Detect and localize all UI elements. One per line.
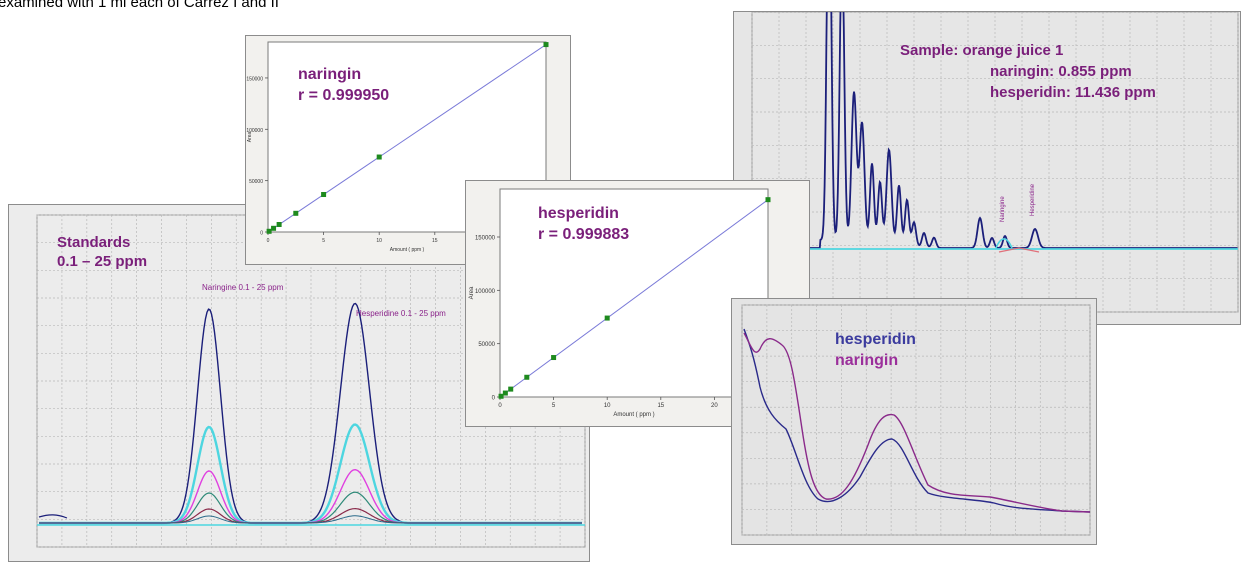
sample-chromatogram-panel: Naringine Hesperidine Sample: orange juic…: [733, 11, 1241, 325]
naringin-title-line1: naringin: [298, 66, 362, 83]
uv-spectra-chart: [741, 304, 1091, 536]
hesperidin-xtick-label: 0: [498, 403, 502, 409]
hesperidin-ytick-label: 150000: [475, 236, 496, 242]
standards-title-line1: Standards: [57, 234, 131, 251]
hesperidin-fit-line: [499, 199, 769, 398]
naringin-ytick-label: 50000: [249, 179, 263, 185]
standards-title: Standards 0.1 – 25 ppm: [57, 233, 147, 271]
hesperidin-title-line2: r = 0.999883: [538, 226, 630, 243]
hesperidin-xtick-label: 5: [552, 403, 556, 409]
sample-chromatogram: Naringine Hesperidine: [751, 12, 1239, 313]
sample-title-line1: Sample: orange juice 1: [900, 42, 1064, 59]
hesperidin-point: [604, 315, 610, 321]
naringin-ytick-label: 100000: [246, 128, 263, 134]
intro-text: examined with 1 ml each of Carrez I and …: [0, 0, 279, 11]
legend-hesperidin: hesperidin: [835, 331, 916, 348]
naringin-xtick-label: 5: [322, 238, 325, 244]
spectra-plot-area: [741, 304, 1091, 536]
naringin-ylabel: Area: [247, 132, 253, 143]
naringin-xtick-label: 15: [432, 238, 438, 244]
hesperidine-peak-label: Hesperidine 0.1 - 25 ppm: [356, 309, 446, 318]
naringin-point: [271, 225, 277, 231]
hesperidin-ytick-label: 100000: [475, 289, 496, 295]
hesperidin-xtick-label: 20: [711, 403, 718, 409]
hesperidin-point: [551, 355, 557, 361]
hesperidin-ytick-label: 0: [492, 396, 496, 402]
uv-spectra-panel: hesperidin naringin: [731, 298, 1097, 545]
naringin-fit-line: [267, 44, 547, 233]
hesperidin-xlabel: Amount ( ppm ): [613, 412, 654, 418]
naringin-ytick-label: 150000: [246, 76, 263, 82]
hesperidin-xtick-label: 15: [657, 403, 664, 409]
hesperidin-title: hesperidin r = 0.999883: [538, 203, 629, 245]
hesperidin-point: [765, 197, 771, 203]
sample-naringine-peak-label: Naringine: [1000, 196, 1006, 222]
hesperidin-title-line1: hesperidin: [538, 205, 619, 222]
hesperidin-xtick-label: 10: [604, 403, 611, 409]
naringin-xtick-label: 0: [267, 238, 270, 244]
hesperidin-point: [524, 374, 530, 380]
hesperidin-ytick-label: 50000: [478, 342, 495, 348]
naringin-point: [376, 154, 382, 160]
sample-naringin-standard: [995, 238, 1013, 249]
naringin-xlabel: Amount ( ppm ): [390, 247, 425, 253]
sample-hesperidine-peak-label: Hesperidine: [1030, 183, 1036, 216]
hesperidin-ylabel: Area: [469, 286, 475, 299]
sample-title: Sample: orange juice 1 naringin: 0.855 p…: [900, 40, 1156, 103]
naringin-title: naringin r = 0.999950: [298, 64, 389, 106]
standards-solvent-bump: [38, 514, 68, 519]
naringin-point: [321, 192, 327, 198]
hesperidin-point: [508, 386, 514, 392]
sample-hesperidin-result: hesperidin: 11.436 ppm: [990, 84, 1156, 101]
spectra-naringin-trace: [743, 332, 1091, 513]
standards-trace-0-5ppm: [39, 515, 582, 524]
hesperidin-point: [502, 390, 508, 396]
hesperidin-point: [498, 393, 504, 399]
naringin-point: [293, 210, 299, 216]
legend-naringin: naringin: [835, 352, 899, 369]
standards-title-line2: 0.1 – 25 ppm: [57, 253, 148, 270]
naringin-title-line2: r = 0.999950: [298, 87, 390, 104]
sample-integration-marks: [998, 247, 1040, 253]
naringine-peak-label: Naringine 0.1 - 25 ppm: [202, 283, 284, 292]
spectra-legend: hesperidin naringin: [835, 329, 916, 371]
hesperidin-calibration-chart: 0 50000 100000 150000 0 5 10 15 20 Amount ( ppm )…: [469, 188, 771, 418]
sample-trace: [794, 12, 1238, 249]
naringin-point: [266, 228, 272, 234]
naringin-point: [543, 42, 549, 48]
naringin-ytick-label: 0: [260, 231, 263, 237]
naringin-point: [276, 222, 282, 228]
sample-naringin-result: naringin: 0.855 ppm: [990, 63, 1132, 80]
naringin-xtick-label: 10: [376, 238, 382, 244]
hesperidin-plot-area: [499, 188, 769, 398]
spectra-hesperidin-trace: [743, 328, 1091, 513]
